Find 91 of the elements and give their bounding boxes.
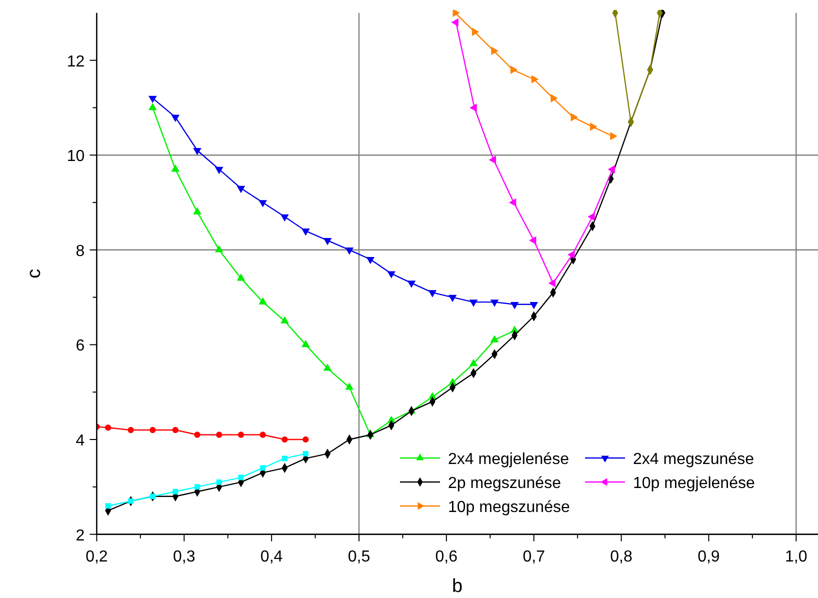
point — [472, 28, 480, 36]
x-axis-title: b — [452, 576, 463, 597]
point — [280, 214, 289, 222]
point — [193, 148, 202, 156]
point — [452, 10, 460, 18]
point — [548, 278, 556, 288]
point — [656, 10, 663, 18]
point — [407, 280, 416, 288]
point — [258, 297, 267, 304]
point — [366, 256, 375, 264]
x-tick-label: 0,3 — [173, 548, 196, 566]
legend-label: 2p megszunése — [448, 475, 562, 492]
point — [260, 465, 266, 471]
point — [323, 364, 332, 371]
point — [608, 165, 615, 174]
point — [238, 474, 244, 480]
point — [387, 271, 396, 278]
y-tick-label: 2 — [76, 527, 85, 544]
point — [510, 302, 519, 310]
point — [323, 238, 332, 246]
point — [280, 316, 289, 324]
point — [550, 94, 558, 102]
point — [301, 340, 310, 348]
point — [469, 300, 478, 307]
point — [194, 484, 200, 490]
point — [302, 450, 308, 456]
y-tick-label: 6 — [76, 338, 85, 355]
y-tick-label: 4 — [76, 432, 85, 450]
point — [570, 113, 578, 122]
x-tick-label: 0,4 — [260, 548, 283, 566]
point — [282, 436, 288, 443]
x-tick-label: 0,7 — [522, 548, 546, 566]
point — [214, 245, 224, 252]
point — [194, 432, 200, 438]
x-tick-label: 0,2 — [86, 548, 108, 566]
point — [171, 114, 180, 122]
x-tick-label: 0,6 — [435, 548, 458, 566]
point — [148, 96, 157, 104]
point — [238, 432, 244, 438]
x-tick-label: 0,9 — [698, 548, 720, 566]
x-tick-label: 0,8 — [610, 548, 632, 566]
legend-label: 10p megszunése — [448, 499, 570, 516]
y-tick-label: 10 — [66, 148, 85, 166]
point — [345, 247, 354, 255]
legend-label: 2x4 megszunése — [633, 451, 754, 468]
x-tick-label: 1,0 — [785, 548, 808, 566]
point — [150, 494, 156, 500]
legend-label: 10p megjelenése — [633, 475, 755, 492]
point — [612, 10, 618, 18]
point — [530, 302, 538, 310]
point — [302, 436, 309, 443]
y-axis-title: c — [24, 268, 45, 278]
point — [568, 250, 575, 259]
point — [531, 75, 539, 84]
point — [428, 290, 437, 298]
point — [490, 335, 499, 342]
legend-label: 2x4 megjelenése — [448, 451, 570, 468]
point — [172, 426, 178, 434]
x-tick-label: 0,5 — [348, 548, 370, 566]
point — [104, 424, 112, 431]
point — [236, 274, 246, 281]
y-tick-label: 12 — [66, 53, 85, 70]
point — [488, 156, 496, 164]
point — [260, 432, 266, 438]
point — [510, 66, 518, 74]
point — [236, 186, 246, 194]
point — [301, 228, 310, 236]
point — [610, 132, 618, 140]
point — [258, 200, 267, 208]
point — [448, 294, 457, 302]
point — [590, 122, 598, 131]
point — [128, 426, 134, 434]
point — [216, 479, 222, 485]
point — [491, 46, 498, 55]
point — [588, 212, 595, 221]
point — [216, 432, 222, 438]
point — [490, 300, 499, 307]
point — [470, 104, 477, 112]
point — [214, 166, 224, 174]
point — [469, 358, 478, 366]
point — [345, 382, 354, 390]
point — [508, 198, 516, 207]
point — [172, 488, 178, 494]
point — [451, 18, 458, 27]
point — [282, 456, 288, 462]
y-tick-label: 8 — [76, 242, 85, 260]
point — [193, 207, 202, 214]
point — [171, 164, 180, 172]
point — [105, 503, 111, 509]
point — [150, 426, 156, 434]
point — [529, 236, 536, 245]
